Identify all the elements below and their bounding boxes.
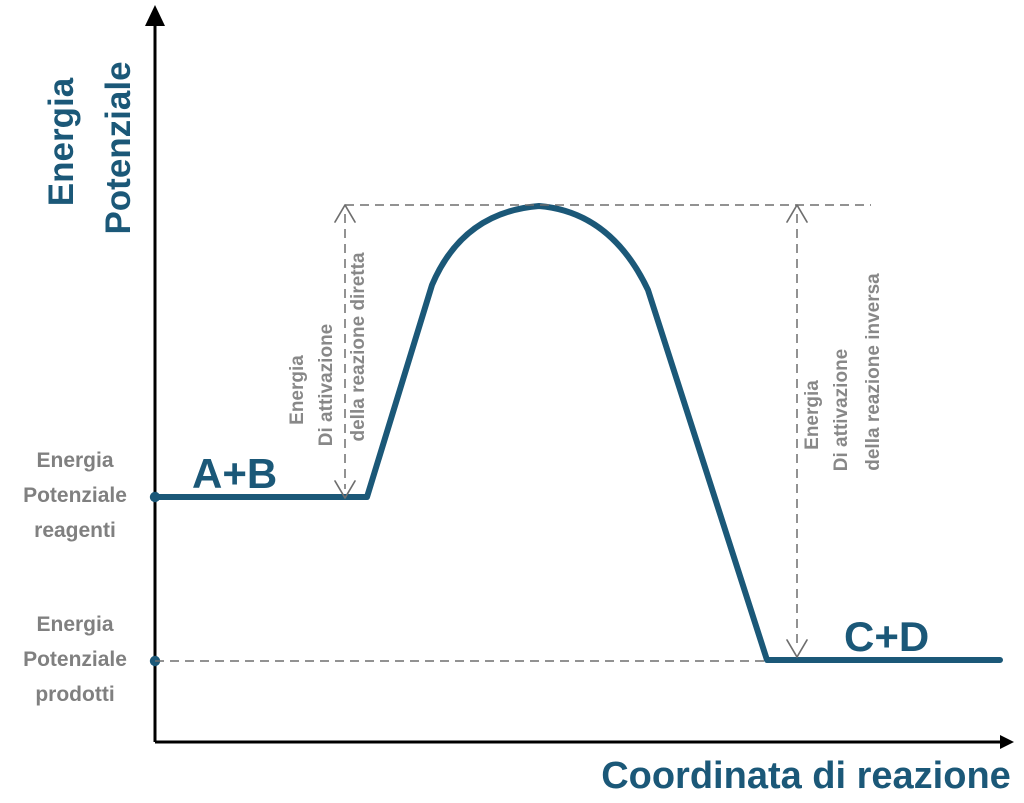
svg-text:Coordinata di reazione: Coordinata di reazione (601, 755, 1011, 797)
svg-text:Di attivazione: Di attivazione (831, 349, 852, 471)
svg-text:reagenti: reagenti (34, 519, 116, 542)
svg-text:Energia: Energia (36, 613, 113, 636)
svg-text:A+B: A+B (192, 450, 277, 497)
svg-text:prodotti: prodotti (35, 683, 114, 706)
svg-text:Potenziale: Potenziale (23, 648, 127, 671)
svg-text:C+D: C+D (844, 613, 929, 660)
svg-text:Energia: Energia (36, 449, 113, 472)
svg-text:Energia: Energia (287, 355, 308, 425)
svg-text:della reazione diretta: della reazione diretta (348, 252, 369, 441)
svg-text:Potenziale: Potenziale (99, 61, 138, 234)
svg-text:Energia: Energia (42, 77, 81, 206)
svg-text:Energia: Energia (802, 380, 823, 450)
svg-text:Potenziale: Potenziale (23, 484, 127, 507)
svg-text:Di attivazione: Di attivazione (316, 324, 337, 446)
svg-text:della reazione inversa: della reazione inversa (863, 273, 884, 471)
